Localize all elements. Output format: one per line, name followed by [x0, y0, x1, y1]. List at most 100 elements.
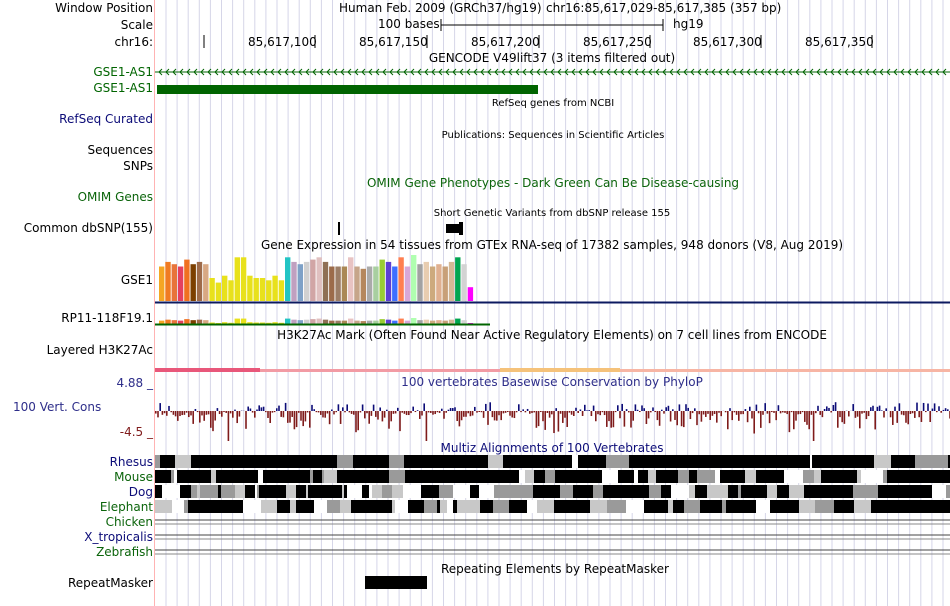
gtex-expression-bars-small[interactable] — [155, 314, 950, 328]
snp-mark[interactable] — [459, 222, 463, 235]
gencode-transcript-exon[interactable] — [157, 85, 538, 94]
phylop-score-bar — [581, 411, 584, 416]
phylop-score-bar — [793, 411, 795, 430]
publications-track-title[interactable]: Publications: Sequences in Scientific Ar… — [441, 130, 665, 141]
phylop-score-bar — [333, 411, 335, 415]
alignment-block — [741, 485, 759, 498]
phylop-score-bar — [201, 411, 203, 416]
alignment-block — [738, 485, 741, 498]
phylop-score-bar — [454, 407, 456, 411]
alignment-block — [908, 485, 926, 498]
species-label[interactable]: Rhesus — [109, 455, 153, 469]
alignment-block — [200, 485, 213, 498]
phylop-score-bar — [177, 411, 179, 421]
phylop-score-bar — [872, 405, 874, 411]
strand-chevron — [599, 68, 604, 76]
gencode-track-title[interactable]: GENCODE V49lift37 (3 items filtered out) — [428, 51, 676, 65]
phylop-score-bar — [768, 411, 771, 424]
alignment-block — [656, 470, 664, 483]
species-label[interactable]: Elephant — [99, 500, 153, 514]
gtex-gene1-label[interactable]: GSE1 — [120, 273, 153, 287]
gtex-tissue-bar — [297, 320, 303, 324]
phylop-score-bar — [650, 411, 652, 413]
phylop-score-bar — [628, 411, 630, 413]
scale-label: Scale — [120, 18, 153, 32]
gtex-tissue-bar — [379, 319, 385, 324]
snp-mark[interactable] — [446, 224, 459, 233]
multiz-track-title[interactable]: Multiz Alignments of 100 Vertebrates — [440, 441, 664, 455]
repeatmasker-track-title[interactable]: Repeating Elements by RepeatMasker — [441, 562, 669, 576]
phylop-score-bar — [911, 411, 914, 414]
gtex-track-title[interactable]: Gene Expression in 54 tissues from GTEx … — [260, 238, 844, 252]
alignment-block — [707, 485, 718, 498]
gtex-tissue-bar — [222, 322, 228, 324]
alignment-block — [861, 485, 878, 498]
phylop-score-bar — [522, 409, 524, 411]
repeatmasker-label[interactable]: RepeatMasker — [67, 576, 153, 590]
phylop-score-bar — [632, 411, 634, 421]
gencode-transcript-intron[interactable] — [155, 66, 950, 78]
phylop-score-bar — [823, 409, 826, 411]
multiz-alignment-blocks[interactable] — [155, 455, 950, 560]
phylop-score-bar — [590, 411, 593, 417]
phylop-score-bar — [344, 411, 346, 413]
phylop-score-bar — [551, 411, 553, 415]
dbsnp-track-title[interactable]: Short Genetic Variants from dbSNP releas… — [433, 208, 671, 219]
phylop-score-bar — [843, 411, 846, 424]
phylop-score-bar — [372, 404, 375, 411]
alignment-block — [180, 485, 191, 498]
gencode-gene-label[interactable]: GSE1-AS1 — [93, 81, 153, 95]
species-label[interactable]: X_tropicalis — [84, 530, 153, 544]
phylop-conservation-plot[interactable] — [155, 385, 950, 445]
alignment-block — [212, 500, 227, 513]
species-label[interactable]: Mouse — [114, 470, 153, 484]
phylop-score-bar — [174, 411, 177, 417]
publications-label-sequences[interactable]: Sequences — [87, 143, 153, 157]
gtex-gene2-label[interactable]: RP11-118F19.1 — [61, 311, 153, 325]
phylop-score-bar — [408, 411, 410, 416]
alignment-block — [948, 470, 950, 483]
phylop-score-bar — [927, 403, 929, 411]
alignment-block — [668, 500, 673, 513]
position-readout[interactable]: chr16:85,617,029-85,617,385 (357 bp) — [546, 1, 782, 15]
h3k27ac-track-title[interactable]: H3K27Ac Mark (Often Found Near Active Re… — [277, 328, 827, 342]
alignment-block — [216, 470, 218, 483]
alignment-block — [387, 470, 389, 483]
phylop-score-bar — [513, 411, 516, 419]
strand-chevron — [900, 68, 905, 76]
phylop-score-bar — [284, 402, 287, 411]
phylop-score-bar — [665, 407, 667, 411]
phylop-label[interactable]: 100 Vert. Cons — [13, 400, 102, 414]
species-label[interactable]: Dog — [128, 485, 153, 499]
alignment-block — [539, 485, 543, 498]
omim-label[interactable]: OMIM Genes — [77, 190, 153, 204]
phylop-score-bar — [592, 405, 595, 411]
h3k27ac-signal[interactable] — [155, 364, 950, 374]
alignment-block — [218, 485, 221, 498]
species-label[interactable]: Zebrafish — [96, 545, 153, 559]
omim-track-title[interactable]: OMIM Gene Phenotypes - Dark Green Can Be… — [366, 176, 740, 190]
alignment-block — [211, 470, 216, 483]
phylop-score-bar — [922, 402, 925, 411]
snp-mark[interactable] — [338, 222, 340, 235]
alignment-block — [833, 485, 836, 498]
phylop-score-bar — [575, 407, 577, 411]
phylop-score-bar — [751, 411, 753, 419]
phylop-score-bar — [163, 411, 166, 414]
repeat-element[interactable] — [365, 576, 427, 589]
alignment-block — [880, 485, 899, 498]
dbsnp-label[interactable]: Common dbSNP(155) — [23, 221, 153, 235]
refseq-track-title[interactable]: RefSeq genes from NCBI — [491, 98, 615, 109]
phylop-track-title[interactable]: 100 vertebrates Basewise Conservation by… — [401, 375, 703, 389]
refseq-label[interactable]: RefSeq Curated — [59, 112, 153, 126]
gtex-expression-bars[interactable] — [155, 254, 950, 306]
alignment-block — [447, 500, 453, 513]
publications-label-snps[interactable]: SNPs — [123, 159, 153, 173]
alignment-block — [805, 455, 810, 468]
alignment-block — [445, 455, 461, 468]
gencode-gene-label[interactable]: GSE1-AS1 — [93, 65, 153, 79]
species-label[interactable]: Chicken — [105, 515, 153, 529]
h3k27ac-label[interactable]: Layered H3K27Ac — [46, 343, 153, 357]
phylop-score-bar — [819, 411, 821, 415]
phylop-score-bar — [735, 411, 738, 415]
